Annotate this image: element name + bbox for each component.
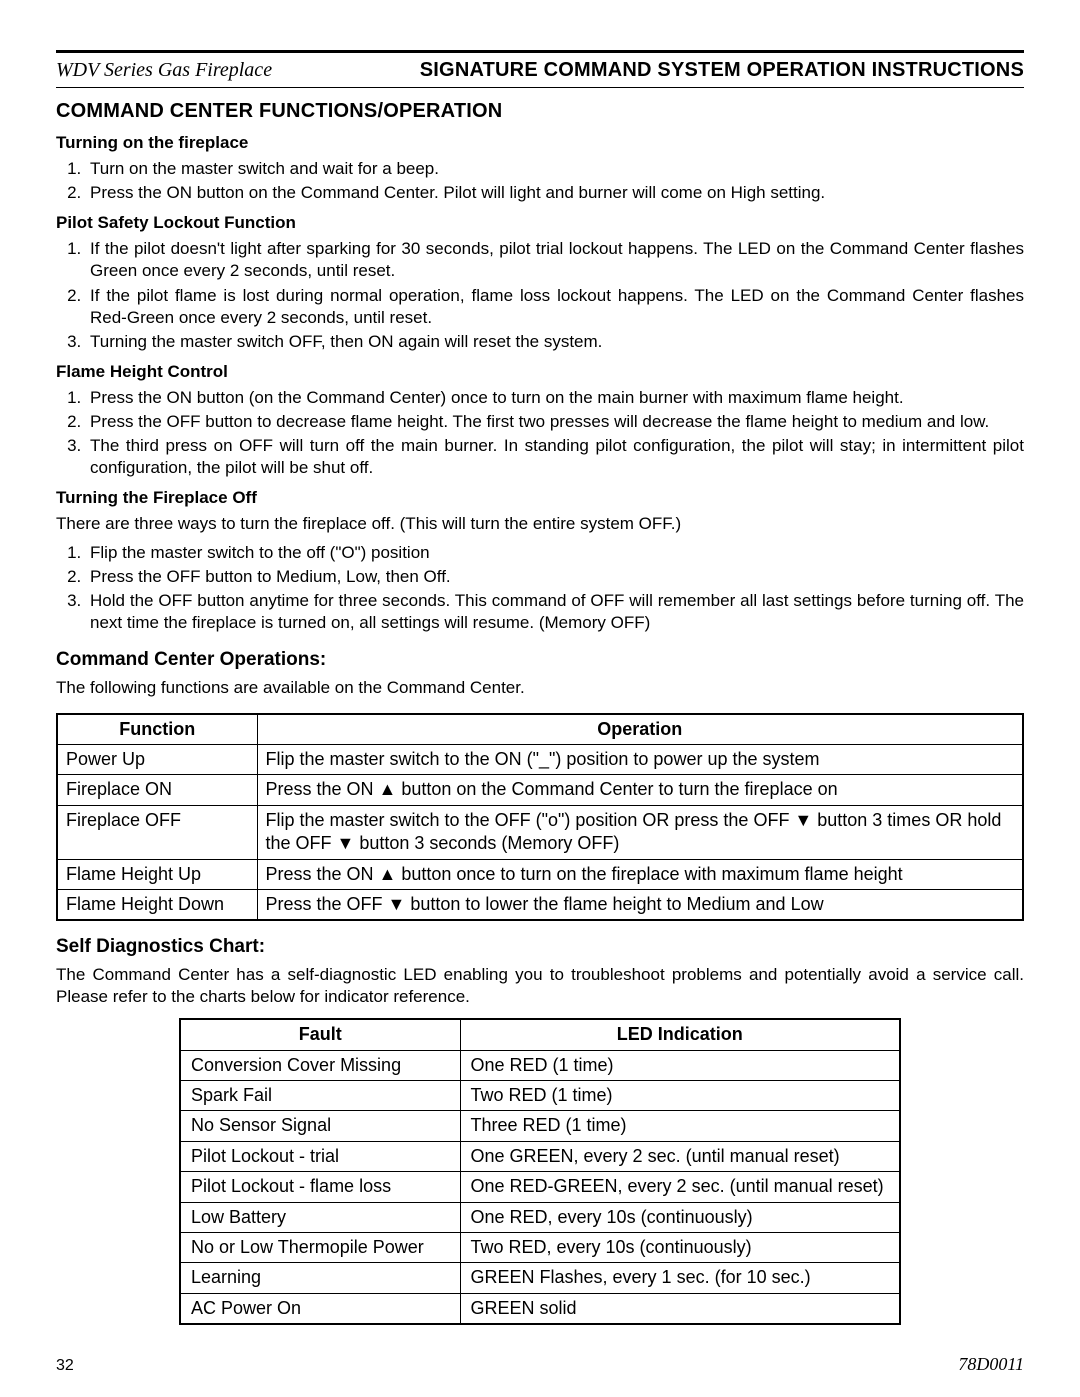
col-header: Operation [257, 714, 1023, 745]
col-header: Fault [180, 1019, 460, 1050]
cell-fault: Conversion Cover Missing [180, 1050, 460, 1080]
list-item: The third press on OFF will turn off the… [86, 435, 1024, 479]
list-item: Press the OFF button to Medium, Low, the… [86, 566, 1024, 588]
turning-on-list: Turn on the master switch and wait for a… [56, 158, 1024, 204]
table-row: Flame Height UpPress the ON ▲ button onc… [57, 859, 1023, 889]
diagnostics-table: Fault LED Indication Conversion Cover Mi… [179, 1018, 901, 1325]
pilot-safety-list: If the pilot doesn't light after sparkin… [56, 238, 1024, 352]
list-item: Press the ON button (on the Command Cent… [86, 387, 1024, 409]
page-number: 32 [56, 1356, 74, 1377]
cell-operation: Flip the master switch to the ON ("_") p… [257, 745, 1023, 775]
col-header: LED Indication [460, 1019, 900, 1050]
turning-off-list: Flip the master switch to the off ("O") … [56, 542, 1024, 634]
diag-intro: The Command Center has a self-diagnostic… [56, 964, 1024, 1008]
table-row: Conversion Cover MissingOne RED (1 time) [180, 1050, 900, 1080]
ops-intro: The following functions are available on… [56, 677, 1024, 699]
list-item: Turning the master switch OFF, then ON a… [86, 331, 1024, 353]
cell-function: Flame Height Down [57, 890, 257, 921]
cell-led: GREEN solid [460, 1293, 900, 1324]
table-row: Fireplace OFFFlip the master switch to t… [57, 805, 1023, 859]
cell-operation: Press the ON ▲ button on the Command Cen… [257, 775, 1023, 805]
document-code: 78D0011 [958, 1353, 1024, 1376]
cell-led: One RED (1 time) [460, 1050, 900, 1080]
list-item: If the pilot doesn't light after sparkin… [86, 238, 1024, 282]
cell-function: Fireplace OFF [57, 805, 257, 859]
turning-off-heading: Turning the Fireplace Off [56, 487, 1024, 509]
flame-height-heading: Flame Height Control [56, 361, 1024, 383]
cell-led: Two RED (1 time) [460, 1081, 900, 1111]
header-row: WDV Series Gas Fireplace SIGNATURE COMMA… [56, 57, 1024, 83]
top-rule-thin [56, 87, 1024, 88]
cell-fault: No Sensor Signal [180, 1111, 460, 1141]
ops-heading: Command Center Operations: [56, 648, 1024, 673]
list-item: Hold the OFF button anytime for three se… [86, 590, 1024, 634]
turning-off-intro: There are three ways to turn the firepla… [56, 513, 1024, 535]
turning-on-heading: Turning on the fireplace [56, 132, 1024, 154]
cell-fault: Spark Fail [180, 1081, 460, 1111]
table-row: Spark FailTwo RED (1 time) [180, 1081, 900, 1111]
table-header-row: Fault LED Indication [180, 1019, 900, 1050]
cell-led: Two RED, every 10s (continuously) [460, 1233, 900, 1263]
list-item: Press the OFF button to decrease flame h… [86, 411, 1024, 433]
cell-fault: Low Battery [180, 1202, 460, 1232]
cell-function: Flame Height Up [57, 859, 257, 889]
cell-operation: Press the OFF ▼ button to lower the flam… [257, 890, 1023, 921]
cell-led: Three RED (1 time) [460, 1111, 900, 1141]
table-row: Pilot Lockout - trialOne GREEN, every 2 … [180, 1141, 900, 1171]
table-row: No or Low Thermopile PowerTwo RED, every… [180, 1233, 900, 1263]
table-row: Fireplace ONPress the ON ▲ button on the… [57, 775, 1023, 805]
pilot-safety-heading: Pilot Safety Lockout Function [56, 212, 1024, 234]
list-item: Flip the master switch to the off ("O") … [86, 542, 1024, 564]
cell-function: Fireplace ON [57, 775, 257, 805]
diag-heading: Self Diagnostics Chart: [56, 935, 1024, 960]
cell-operation: Press the ON ▲ button once to turn on th… [257, 859, 1023, 889]
cell-fault: No or Low Thermopile Power [180, 1233, 460, 1263]
cell-fault: Pilot Lockout - flame loss [180, 1172, 460, 1202]
cell-function: Power Up [57, 745, 257, 775]
document-title: SIGNATURE COMMAND SYSTEM OPERATION INSTR… [420, 57, 1024, 83]
table-row: AC Power OnGREEN solid [180, 1293, 900, 1324]
cell-led: GREEN Flashes, every 1 sec. (for 10 sec.… [460, 1263, 900, 1293]
list-item: If the pilot flame is lost during normal… [86, 285, 1024, 329]
table-row: Pilot Lockout - flame lossOne RED-GREEN,… [180, 1172, 900, 1202]
table-header-row: Function Operation [57, 714, 1023, 745]
list-item: Turn on the master switch and wait for a… [86, 158, 1024, 180]
table-row: No Sensor SignalThree RED (1 time) [180, 1111, 900, 1141]
section-heading: COMMAND CENTER FUNCTIONS/OPERATION [56, 98, 1024, 124]
operations-table: Function Operation Power UpFlip the mast… [56, 713, 1024, 922]
cell-fault: Pilot Lockout - trial [180, 1141, 460, 1171]
cell-fault: AC Power On [180, 1293, 460, 1324]
col-header: Function [57, 714, 257, 745]
table-row: Flame Height DownPress the OFF ▼ button … [57, 890, 1023, 921]
table-row: Power UpFlip the master switch to the ON… [57, 745, 1023, 775]
cell-led: One RED-GREEN, every 2 sec. (until manua… [460, 1172, 900, 1202]
cell-operation: Flip the master switch to the OFF ("o") … [257, 805, 1023, 859]
cell-led: One RED, every 10s (continuously) [460, 1202, 900, 1232]
table-row: LearningGREEN Flashes, every 1 sec. (for… [180, 1263, 900, 1293]
cell-fault: Learning [180, 1263, 460, 1293]
table-row: Low BatteryOne RED, every 10s (continuou… [180, 1202, 900, 1232]
list-item: Press the ON button on the Command Cente… [86, 182, 1024, 204]
footer-row: 32 78D0011 [56, 1353, 1024, 1377]
top-rule-thick [56, 50, 1024, 53]
flame-height-list: Press the ON button (on the Command Cent… [56, 387, 1024, 479]
series-title: WDV Series Gas Fireplace [56, 57, 272, 83]
cell-led: One GREEN, every 2 sec. (until manual re… [460, 1141, 900, 1171]
